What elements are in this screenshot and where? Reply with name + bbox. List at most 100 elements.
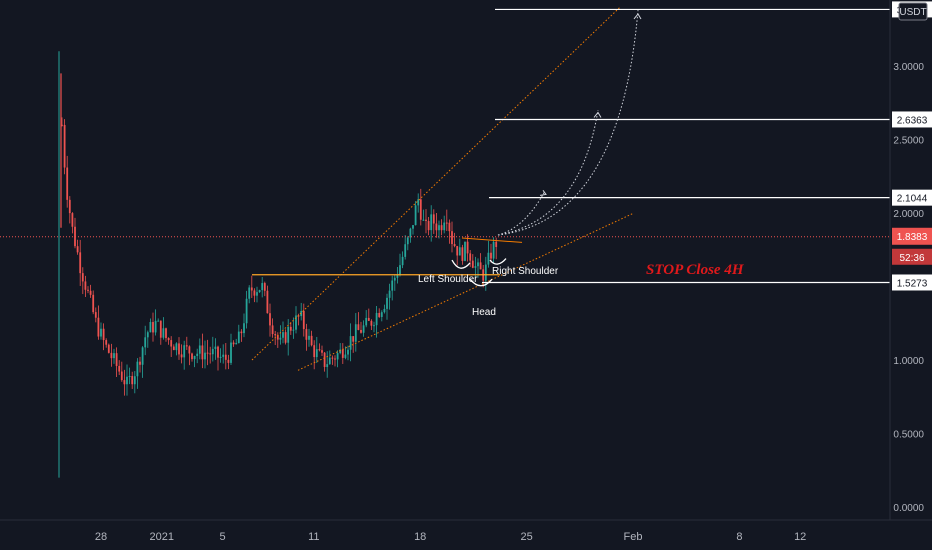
candle-body [406, 237, 409, 245]
arrowhead-3 [633, 13, 642, 20]
candle-body [349, 336, 352, 350]
candle-body [393, 277, 396, 281]
candle-body [269, 313, 271, 326]
candle-body [315, 349, 318, 358]
candle-body [321, 350, 323, 353]
stop-annotation: STOP Close 4H [646, 262, 745, 278]
candle-body [102, 328, 105, 341]
candle-body [287, 326, 290, 343]
candle-body [373, 325, 375, 327]
candle-body [123, 380, 126, 385]
candle-body [115, 353, 118, 366]
candle-body [100, 328, 102, 337]
candle-body [438, 225, 440, 231]
currency-tag[interactable]: USDT [898, 2, 928, 21]
x-tick-label: 18 [414, 531, 426, 543]
candle-body [401, 256, 404, 266]
candle-body [243, 323, 245, 334]
candle-body [292, 329, 295, 331]
candle-body [154, 320, 157, 333]
candle-body [196, 353, 199, 356]
candle-body [162, 328, 165, 338]
candle-body [209, 353, 212, 355]
candle-body [365, 317, 368, 326]
candle-body [445, 222, 448, 224]
left-shoulder-label: Left Shoulder [418, 274, 478, 285]
candle-body [453, 244, 456, 247]
arrowhead-1 [539, 190, 547, 196]
x-tick-label: 2021 [150, 531, 174, 543]
candle-body [84, 281, 87, 290]
projection-arc-3 [497, 10, 639, 236]
price-level-tag[interactable] [892, 111, 932, 128]
countdown-tag[interactable] [892, 248, 932, 265]
lower-trend-line [297, 212, 635, 371]
candle-body [185, 345, 188, 347]
y-tick-label: 0.5000 [893, 430, 924, 441]
candle-body [370, 320, 373, 326]
candle-body [479, 262, 482, 270]
candle-body [383, 308, 386, 313]
candle-body [388, 290, 391, 298]
arrowhead-2 [593, 111, 602, 118]
candle-body [328, 357, 331, 365]
candle-body [448, 222, 451, 232]
x-tick-label: 8 [736, 531, 742, 543]
time-axis[interactable]: 28 2021 5 11 18 25 Feb 8 12 [95, 531, 806, 543]
candle-body [167, 338, 170, 341]
candle-body [81, 273, 84, 282]
left-shoulder-arc [451, 259, 471, 269]
candle-body [399, 265, 401, 276]
candle-body [289, 326, 292, 331]
candle-body [128, 376, 131, 378]
candle-body [263, 283, 266, 291]
candle-body [404, 244, 407, 257]
candle-body [149, 322, 152, 333]
candle-body [430, 214, 433, 231]
candle-body [357, 324, 360, 330]
candle-body [308, 335, 310, 340]
x-tick-label: 28 [95, 531, 107, 543]
labels-group: Left Shoulder Right Shoulder Head STOP Clos… [418, 262, 745, 318]
candle-body [323, 352, 326, 368]
candle-body [432, 214, 435, 224]
candle-body [256, 292, 258, 296]
candle-body [219, 356, 222, 358]
candle-body [71, 213, 74, 227]
candle-body [484, 264, 487, 281]
candle-body [144, 337, 147, 348]
candle-body [419, 199, 422, 220]
candle-body [170, 340, 173, 347]
candle-body [113, 353, 115, 359]
candle-body [487, 252, 490, 265]
projection-arc-1 [497, 190, 546, 236]
candle-body [79, 252, 82, 274]
candle-body [495, 241, 498, 247]
candle-body [139, 361, 141, 365]
candle-body [183, 345, 186, 358]
y-tick-label: 1.0000 [893, 356, 924, 367]
candle-body [331, 357, 334, 359]
candle-body [232, 342, 235, 345]
price-level-tag[interactable] [892, 189, 932, 206]
candle-body [211, 348, 214, 355]
x-tick-label: Feb [624, 531, 643, 543]
y-tick-label: 2.0000 [893, 209, 924, 220]
candle-body [178, 343, 180, 355]
price-level-tag[interactable] [892, 274, 932, 291]
candle-body [427, 220, 430, 231]
candle-body [352, 336, 355, 342]
candle-body [152, 322, 154, 333]
last-price-tag[interactable] [892, 227, 932, 245]
candle-body [336, 353, 339, 360]
candle-body [133, 376, 136, 385]
candle-body [414, 205, 417, 226]
candle-body [456, 246, 459, 256]
countdown-label: 52:36 [899, 253, 924, 264]
candle-body [261, 283, 264, 291]
candle-body [435, 223, 438, 231]
currency-label: USDT [899, 7, 926, 18]
candle-body [94, 312, 97, 318]
